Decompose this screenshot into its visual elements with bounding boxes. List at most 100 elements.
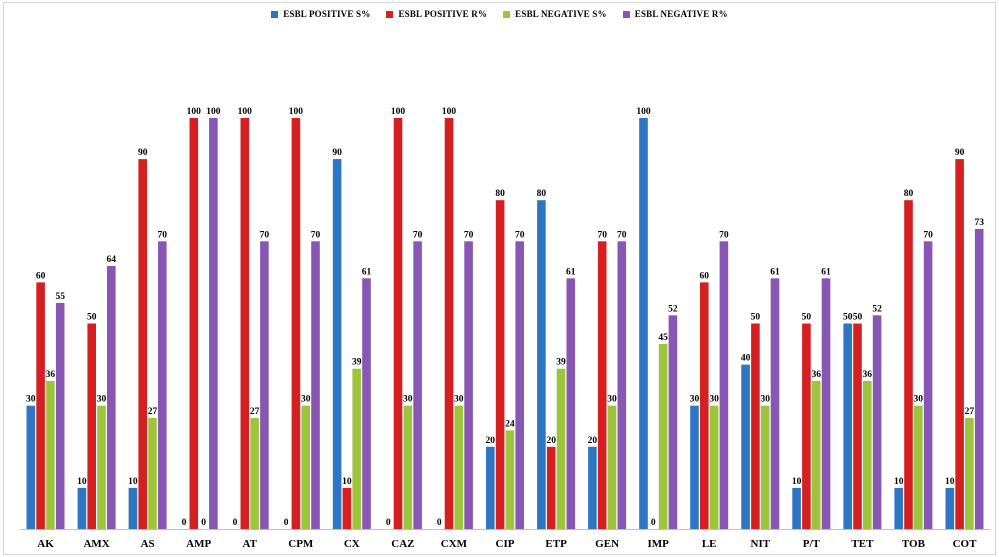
bar (588, 446, 597, 529)
data-label: 90 (332, 148, 342, 158)
bar (802, 323, 811, 529)
data-label: 30 (914, 395, 924, 405)
data-label: 70 (311, 230, 321, 240)
bar (617, 241, 627, 530)
x-tick-label: AMP (186, 538, 211, 550)
bar (751, 323, 760, 529)
legend-label: ESBL NEGATIVE R% (634, 9, 728, 19)
bar (291, 118, 301, 529)
legend-item: ESBL POSITIVE S% (271, 9, 370, 19)
data-label: 36 (863, 370, 873, 380)
bar (148, 418, 157, 529)
x-tick-label: CXM (441, 538, 468, 550)
bar (413, 241, 422, 530)
data-label: 90 (138, 148, 148, 158)
data-label: 10 (342, 477, 352, 487)
data-label: 70 (515, 230, 525, 240)
data-label: 30 (760, 395, 770, 405)
data-label: 30 (301, 395, 311, 405)
bar (821, 278, 831, 529)
data-label: 39 (352, 358, 362, 368)
bar (639, 118, 648, 529)
bar (597, 241, 607, 530)
legend-label: ESBL NEGATIVE S% (515, 9, 607, 19)
bar (955, 159, 964, 529)
bar (537, 200, 546, 529)
bar (945, 487, 955, 529)
data-label: 50 (751, 313, 761, 323)
bar (974, 229, 984, 529)
data-label: 27 (965, 407, 975, 417)
bar (107, 266, 116, 529)
legend-swatch (503, 10, 511, 18)
x-tick-label: TET (851, 538, 874, 550)
x-tick-label: IMP (648, 538, 670, 550)
bar (566, 278, 576, 529)
x-tick-label: CIP (496, 538, 515, 550)
data-label: 30 (690, 395, 700, 405)
x-tick-label: LE (702, 538, 717, 550)
bar (97, 405, 106, 529)
bar (515, 241, 524, 530)
bar (760, 405, 770, 529)
bar (250, 418, 259, 529)
x-tick-label: AK (37, 538, 54, 550)
bar (495, 200, 505, 529)
legend-item: ESBL NEGATIVE R% (622, 9, 728, 19)
data-label: 70 (617, 230, 627, 240)
data-label: 0 (233, 518, 238, 528)
bar (444, 118, 454, 529)
data-label: 36 (811, 370, 821, 380)
bar (914, 405, 923, 529)
data-label: 80 (495, 189, 505, 199)
legend-swatch (622, 10, 630, 18)
x-tick-label: TOB (902, 538, 926, 550)
data-label: 80 (904, 189, 914, 199)
data-label: 27 (250, 407, 260, 417)
bar (240, 118, 250, 529)
bar (87, 323, 96, 529)
data-label: 39 (556, 358, 566, 368)
data-label: 27 (148, 407, 158, 417)
legend-item: ESBL NEGATIVE S% (503, 9, 607, 19)
bar (719, 241, 729, 530)
x-tick-label: AT (242, 538, 257, 550)
bar (607, 405, 617, 529)
data-label: 100 (636, 107, 651, 117)
bar (658, 344, 668, 529)
bar (894, 487, 903, 529)
bar (26, 405, 36, 529)
data-label: 30 (454, 395, 464, 405)
bar (342, 487, 352, 529)
bar (770, 278, 780, 529)
data-label: 50 (802, 313, 812, 323)
data-label: 0 (437, 518, 442, 528)
data-label: 30 (26, 395, 36, 405)
data-label: 30 (709, 395, 719, 405)
bar (486, 446, 495, 529)
data-label: 55 (55, 292, 65, 302)
data-label: 0 (284, 518, 289, 528)
data-label: 10 (792, 477, 802, 487)
data-label: 70 (413, 230, 423, 240)
data-label: 10 (77, 477, 87, 487)
bar (209, 118, 218, 529)
bar (77, 487, 87, 529)
data-label: 100 (187, 107, 202, 117)
data-label: 0 (182, 518, 187, 528)
data-label: 10 (894, 477, 904, 487)
bar (923, 241, 933, 530)
legend-swatch (386, 10, 394, 18)
data-label: 20 (546, 436, 556, 446)
legend-label: ESBL POSITIVE S% (283, 9, 371, 19)
data-label: 70 (597, 230, 607, 240)
data-label: 100 (206, 107, 221, 117)
chart-legend: ESBL POSITIVE S% ESBL POSITIVE R% ESBL NEG… (0, 9, 999, 19)
data-label: 61 (821, 267, 831, 277)
x-tick-label: ETP (545, 538, 567, 550)
x-tick-label: P/T (803, 538, 821, 550)
bar (128, 487, 138, 529)
bar (46, 381, 55, 529)
bar (454, 405, 464, 529)
